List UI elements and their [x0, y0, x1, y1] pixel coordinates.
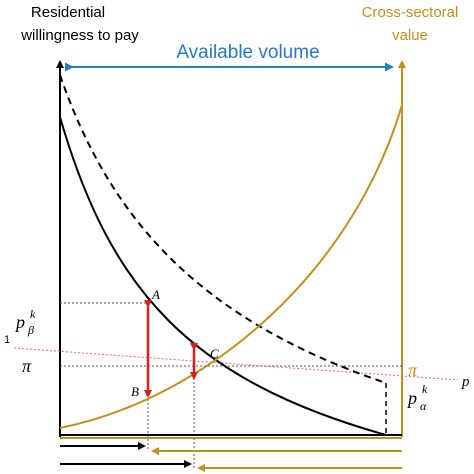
svg-text:p: p — [406, 388, 417, 408]
available-volume-label: Available volume — [176, 42, 319, 63]
price-cut-line — [13, 347, 459, 381]
point-b-label: B — [131, 384, 139, 399]
cut-left-label: 1 — [4, 334, 10, 346]
svg-text:α: α — [420, 399, 427, 413]
right-axis-label-line1: Cross-sectoral — [362, 4, 459, 21]
cross-sectoral-value-curve — [59, 104, 403, 429]
cut-right-label: p — [461, 374, 470, 390]
solid-demand-curve — [59, 116, 387, 436]
p-alpha-k-label: p α k — [406, 382, 428, 413]
pi-left-label: π — [22, 356, 32, 376]
right-axis-label-line2: value — [392, 27, 428, 44]
left-axis-label-line1: Residential — [31, 4, 105, 21]
dashed-demand-curve — [59, 74, 387, 384]
svg-text:β: β — [27, 323, 34, 337]
point-c-label: C — [210, 346, 219, 361]
pi-right-label: π — [408, 360, 418, 380]
svg-text:k: k — [422, 382, 428, 396]
point-a-label: A — [151, 287, 160, 302]
left-axis-label-line2: willingness to pay — [20, 27, 139, 44]
svg-text:k: k — [30, 307, 36, 321]
svg-text:p: p — [14, 312, 25, 332]
p-beta-k-label: p β k — [14, 307, 36, 337]
